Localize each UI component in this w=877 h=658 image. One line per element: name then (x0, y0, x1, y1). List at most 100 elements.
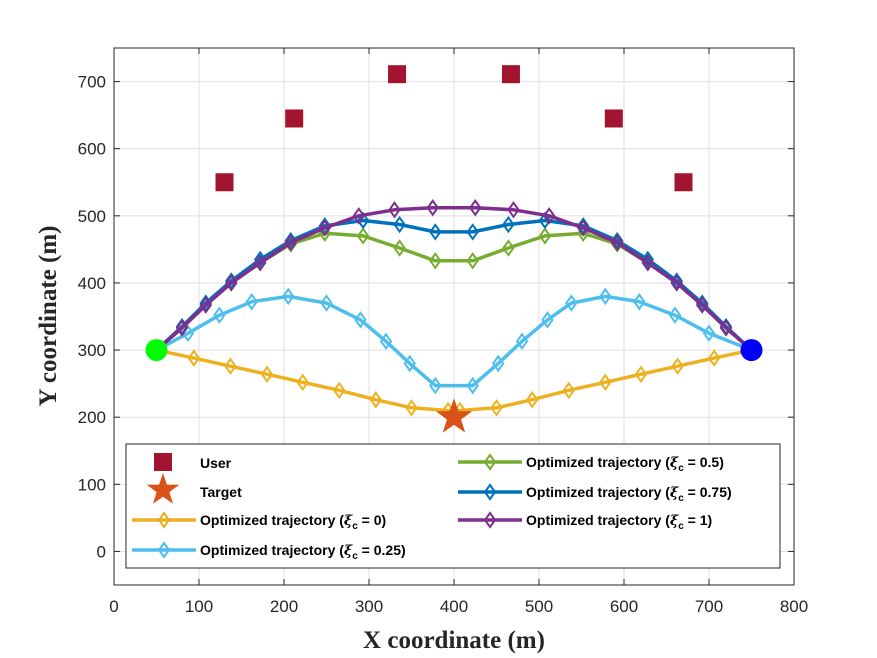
series-point (175, 319, 189, 337)
series-point (502, 239, 515, 257)
series-point (199, 296, 213, 314)
legend: User Target Optimized trajectory (ξc = 0… (125, 443, 781, 569)
legend-diamond (483, 453, 497, 471)
series-point (599, 287, 612, 306)
series-point (466, 252, 479, 270)
series-point (405, 399, 418, 417)
legend-user-marker (154, 453, 172, 471)
series-point (225, 274, 238, 292)
series-point (525, 391, 539, 409)
y-tick-label: 100 (78, 475, 106, 494)
series-point (369, 391, 383, 409)
series-point (393, 239, 406, 257)
series-point (633, 293, 646, 311)
x-tick-label: 400 (440, 597, 468, 616)
user-point (388, 65, 407, 84)
series-4 (155, 199, 753, 352)
y-tick-label: 500 (78, 207, 106, 226)
legend-series-label: Optimized trajectory (ξc = 1) (526, 512, 712, 532)
series-point (562, 381, 575, 400)
series-point (538, 227, 552, 245)
legend-target-marker (146, 473, 180, 504)
start-point (145, 339, 168, 362)
legend-series-label: Optimized trajectory (ξc = 0) (200, 512, 386, 532)
series-point (426, 199, 439, 217)
series-point (354, 311, 367, 329)
series-point (318, 217, 332, 235)
series-line (155, 206, 753, 352)
series-point (565, 294, 578, 312)
series-point (403, 354, 417, 373)
marker-layer (145, 65, 763, 433)
series-point (542, 207, 556, 225)
series-point (429, 376, 442, 395)
series-point (352, 207, 366, 225)
series-point (356, 227, 370, 245)
series-point (490, 399, 503, 417)
series-point (469, 199, 482, 217)
series-point (466, 376, 479, 395)
series-point (260, 365, 274, 383)
series-point (429, 252, 442, 270)
series-point (507, 201, 520, 219)
legend-target-label: Target (200, 484, 242, 500)
series-point (284, 233, 298, 252)
legend-entry-3: Optimized trajectory (ξc = 0.75) (458, 483, 732, 504)
legend-box (125, 443, 781, 569)
user-point (604, 109, 623, 128)
legend-entry-1: Optimized trajectory (ξc = 0.25) (132, 541, 406, 562)
series-point (388, 201, 401, 219)
y-tick-label: 700 (78, 73, 106, 92)
y-tick-label: 400 (78, 274, 106, 293)
series-point (213, 306, 226, 324)
x-axis-title: X coordinate (m) (363, 627, 545, 654)
series-point (466, 223, 479, 241)
user-point (674, 173, 693, 192)
series-point (671, 357, 684, 375)
series-point (491, 354, 505, 373)
legend-series-entries: Optimized trajectory (ξc = 0) Optimized t… (132, 453, 732, 562)
series-point (576, 217, 590, 235)
series-point (641, 254, 655, 272)
series-point (318, 219, 332, 237)
series-point (284, 231, 298, 250)
y-tick-label: 300 (78, 341, 106, 360)
series-point (670, 274, 683, 292)
series-3 (155, 211, 753, 352)
legend-diamond (157, 541, 171, 559)
legend-entry-0: Optimized trajectory (ξc = 0) (132, 511, 386, 532)
series-point (187, 349, 201, 367)
legend-series-label: Optimized trajectory (ξc = 0.75) (526, 484, 732, 504)
series-point (599, 373, 612, 392)
series-point (634, 365, 648, 383)
series-point (253, 250, 267, 269)
series-point (541, 311, 554, 329)
x-tick-label: 500 (525, 597, 553, 616)
x-tick-label: 600 (610, 597, 638, 616)
series-point (695, 296, 709, 314)
series-point (245, 293, 258, 311)
y-axis-title: Y coordinate (m) (35, 226, 62, 407)
series-point (576, 219, 590, 237)
series-point (296, 373, 309, 392)
x-tick-label: 0 (109, 597, 118, 616)
series-point (610, 231, 624, 250)
user-point (215, 173, 234, 192)
series-line (155, 218, 753, 352)
axis-ticks: 0 100 200 300 400 500 600 700 800 0 100 200 300 400 50… (78, 48, 808, 616)
series-point (515, 332, 529, 351)
series-point (641, 250, 655, 269)
series-point (610, 233, 624, 252)
series-point (320, 294, 333, 312)
end-point (740, 339, 763, 362)
legend-diamond (157, 511, 171, 529)
x-tick-label: 100 (185, 597, 213, 616)
legend-series-label: Optimized trajectory (ξc = 0.5) (526, 454, 724, 474)
legend-entry-2: Optimized trajectory (ξc = 0.5) (458, 453, 724, 474)
legend-diamond (483, 483, 497, 501)
y-tick-label: 0 (97, 542, 106, 561)
series-layer (155, 199, 753, 420)
series-point (538, 211, 552, 230)
x-tick-label: 300 (355, 597, 383, 616)
